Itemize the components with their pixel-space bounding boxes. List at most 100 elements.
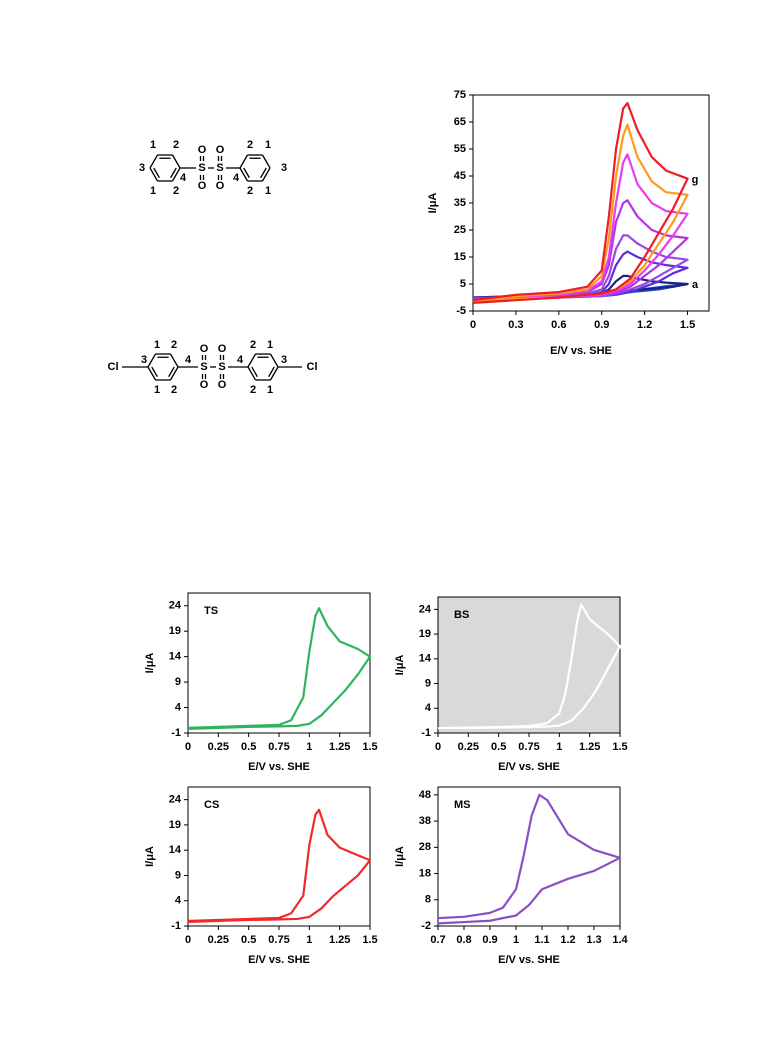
y-tick-label: 38 (419, 815, 431, 827)
atom-label: 2 (250, 384, 256, 396)
atom-label: 2 (250, 339, 256, 351)
y-axis-label: I/μA (394, 655, 406, 676)
x-tick-label: 0.25 (208, 934, 229, 946)
bond (147, 366, 157, 381)
atom-label: Cl (307, 361, 318, 373)
x-axis-label: E/V vs. SHE (248, 954, 310, 966)
bond (268, 366, 275, 378)
y-tick-label: 14 (419, 653, 432, 665)
atom-label: 2 (247, 185, 253, 197)
y-tick-label: 24 (169, 600, 182, 612)
y-tick-label: 14 (169, 844, 182, 856)
plot-area (472, 94, 710, 312)
x-tick-label: 0.75 (268, 934, 289, 946)
y-tick-label: -1 (421, 727, 431, 739)
x-tick-label: 1.2 (637, 319, 652, 331)
y-tick-label: 25 (454, 224, 466, 236)
y-tick-label: 24 (419, 603, 432, 615)
bond (147, 353, 157, 368)
x-tick-label: 0.9 (594, 319, 609, 331)
x-tick-label: 0.5 (241, 741, 256, 753)
bond (261, 167, 271, 182)
x-axis-label: E/V vs. SHE (550, 345, 612, 357)
x-tick-label: 1 (306, 934, 312, 946)
y-tick-label: 14 (169, 651, 182, 663)
chart-title: BS (454, 609, 469, 621)
y-tick-label: 4 (175, 701, 182, 713)
x-tick-label: 1.25 (579, 741, 600, 753)
cv-curve (187, 607, 372, 731)
cv-curve (437, 793, 622, 925)
atom-label: 2 (171, 339, 177, 351)
cv-curve (472, 102, 689, 304)
x-tick-label: 0 (185, 934, 191, 946)
atom-label: 3 (139, 162, 145, 174)
y-tick-label: 18 (419, 867, 431, 879)
y-tick-label: 28 (419, 841, 431, 853)
y-tick-label: 8 (425, 894, 431, 906)
bond (168, 366, 175, 378)
y-tick-label: 9 (175, 869, 181, 881)
bond (149, 167, 159, 182)
bond (251, 366, 258, 378)
atom-label: 4 (180, 172, 187, 184)
chart-title: MS (454, 799, 471, 811)
y-tick-label: -1 (171, 920, 181, 932)
x-tick-label: 1.25 (329, 934, 350, 946)
atom-label: 1 (267, 384, 273, 396)
x-tick-label: 1 (513, 934, 519, 946)
y-tick-label: 15 (454, 251, 466, 263)
y-tick-label: -5 (456, 305, 466, 317)
x-tick-label: 0 (470, 319, 476, 331)
atom-label: 3 (141, 354, 147, 366)
y-axis-label: I/μA (144, 653, 156, 674)
bond (260, 167, 267, 179)
x-tick-label: 0.25 (458, 741, 479, 753)
bond (243, 167, 250, 179)
x-tick-label: 1 (556, 741, 562, 753)
plot-area (437, 786, 621, 927)
atom-label: O (200, 379, 209, 391)
atom-label: O (198, 144, 207, 156)
atom-label: 2 (171, 384, 177, 396)
atom-label: 1 (265, 185, 271, 197)
y-tick-label: -1 (171, 727, 181, 739)
x-tick-label: 0 (185, 741, 191, 753)
atom-label: O (218, 343, 227, 355)
y-tick-label: -2 (421, 920, 431, 932)
x-tick-label: 0.9 (482, 934, 497, 946)
x-tick-label: 1.25 (329, 741, 350, 753)
x-tick-label: 0.7 (430, 934, 445, 946)
atom-label: 2 (173, 139, 179, 151)
bond (169, 353, 179, 368)
atom-label: O (216, 144, 225, 156)
x-tick-label: 0.8 (456, 934, 471, 946)
chart-title: TS (204, 605, 218, 617)
y-tick-label: 19 (419, 628, 431, 640)
x-tick-label: 1.5 (612, 741, 627, 753)
x-tick-label: 1.2 (560, 934, 575, 946)
atom-label: 1 (150, 139, 156, 151)
x-tick-label: 1.5 (362, 934, 377, 946)
atom-label: 3 (281, 354, 287, 366)
atom-label: 3 (281, 162, 287, 174)
atom-label: S (198, 162, 205, 174)
x-tick-label: 0.25 (208, 741, 229, 753)
x-tick-label: 0.3 (508, 319, 523, 331)
atom-label: 1 (150, 185, 156, 197)
atom-label: 2 (247, 139, 253, 151)
atom-label: O (218, 379, 227, 391)
cv-curve (187, 808, 372, 924)
x-tick-label: 0.5 (491, 741, 506, 753)
x-tick-label: 1.3 (586, 934, 601, 946)
x-tick-label: 0.75 (518, 741, 539, 753)
bond (171, 167, 181, 182)
y-tick-label: 48 (419, 789, 431, 801)
x-tick-label: 1.5 (680, 319, 695, 331)
y-tick-label: 9 (425, 677, 431, 689)
bond (171, 154, 181, 169)
y-axis-label: I/μA (427, 193, 439, 214)
chart-title: CS (204, 799, 219, 811)
